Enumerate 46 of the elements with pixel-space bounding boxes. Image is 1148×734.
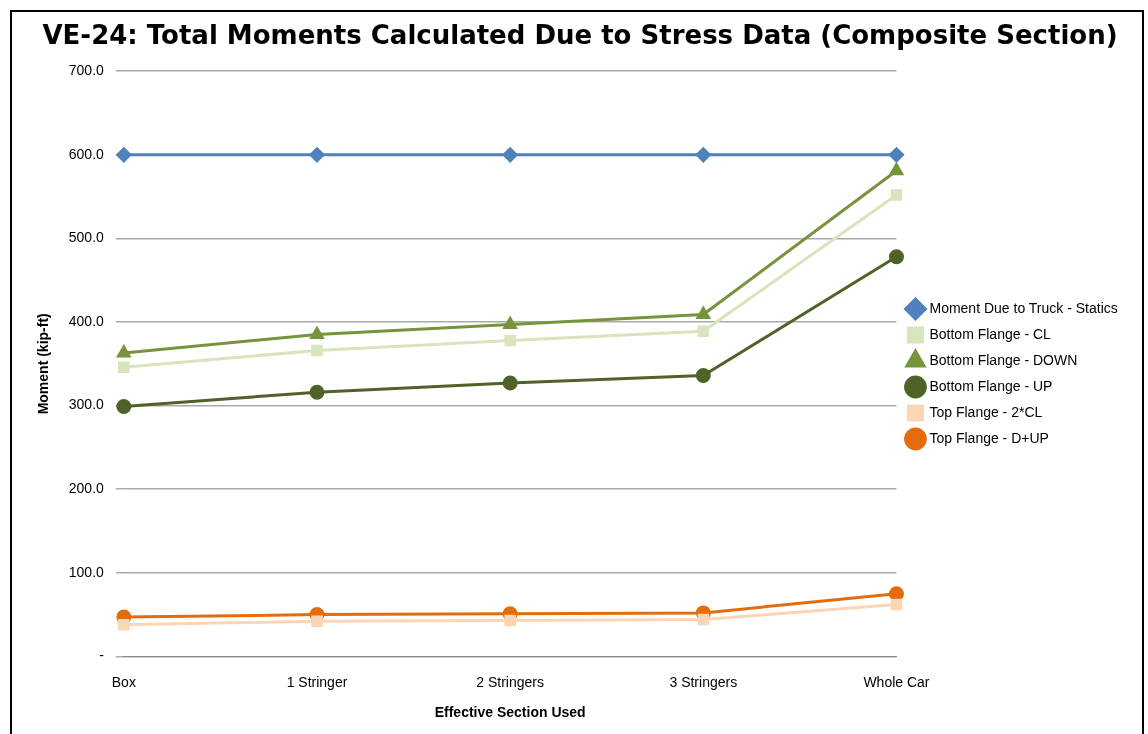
- legend-label: Top Flange - D+UP: [929, 429, 1049, 446]
- y-axis-title: Moment (kip-ft): [35, 313, 52, 415]
- point: [502, 147, 518, 163]
- y-tick-label: -: [99, 647, 105, 664]
- point: [118, 618, 130, 631]
- x-tick-label: Whole Car: [863, 673, 930, 690]
- point: [697, 325, 710, 337]
- y-tick-label: 700.0: [68, 62, 105, 79]
- point: [309, 147, 325, 163]
- y-tick-label: 100.0: [68, 563, 105, 580]
- point: [503, 317, 517, 330]
- point: [309, 384, 325, 400]
- point: [117, 345, 131, 358]
- point: [890, 189, 903, 201]
- point: [310, 327, 324, 340]
- x-tick-label: 3 Stringers: [669, 673, 738, 690]
- x-tick-label: Box: [111, 673, 136, 690]
- x-tick-label: 2 Stringers: [476, 673, 544, 690]
- point: [504, 334, 516, 347]
- y-tick-label: 300.0: [68, 396, 105, 413]
- point: [695, 147, 711, 163]
- point: [504, 614, 516, 627]
- point: [888, 147, 904, 163]
- legend-label: Moment Due to Truck - Statics: [929, 299, 1118, 316]
- chart-title: VE-24: Total Moments Calculated Due to Stress Data (Composite Section): [42, 20, 1118, 51]
- legend-label: Bottom Flange - UP: [929, 377, 1053, 394]
- y-tick-label: 600.0: [68, 145, 105, 162]
- y-tick-label: 500.0: [68, 229, 105, 246]
- y-tick-label: 400.0: [68, 312, 105, 329]
- point: [695, 368, 711, 383]
- point: [502, 375, 518, 391]
- point: [118, 361, 130, 373]
- legend-label: Bottom Flange - CL: [929, 325, 1052, 342]
- y-tick-label: 200.0: [68, 480, 105, 497]
- point: [116, 147, 132, 163]
- point: [889, 163, 904, 176]
- point: [888, 249, 904, 265]
- point: [311, 344, 323, 357]
- point: [890, 598, 903, 611]
- point: [311, 615, 323, 628]
- x-axis-title: Effective Section Used: [434, 704, 586, 721]
- legend-label: Top Flange - 2*CL: [929, 403, 1043, 420]
- legend-label: Bottom Flange - DOWN: [929, 351, 1078, 368]
- point: [696, 306, 710, 319]
- x-tick-label: 1 Stringer: [286, 673, 348, 690]
- point: [697, 613, 710, 626]
